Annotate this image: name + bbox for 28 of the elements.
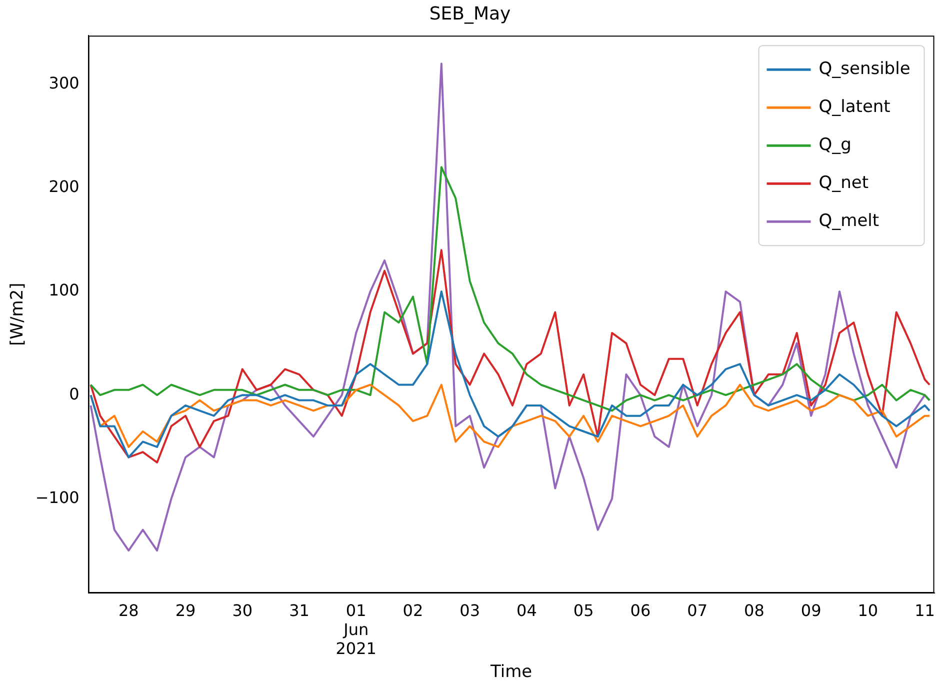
x-tick-label: 10 (858, 600, 878, 620)
x-tick-label: 02 (402, 600, 424, 620)
x-tick-label: 01 Jun 2021 (336, 600, 376, 658)
x-tick-label: 31 (289, 600, 310, 620)
x-tick-label: 28 (118, 600, 139, 620)
y-tick-label: 0 (69, 384, 80, 404)
x-tick-label: 29 (175, 600, 196, 620)
y-tick-label: 200 (48, 177, 80, 196)
chart-title: SEB_May (429, 3, 512, 24)
y-axis-title: [W/m2] (8, 282, 28, 346)
x-tick-label: 07 (687, 600, 708, 620)
y-tick-label: 100 (48, 280, 80, 300)
y-tick-label: 300 (48, 73, 80, 92)
legend-label: Q_g (818, 135, 852, 156)
x-axis-title: Time (490, 662, 532, 682)
legend-label: Q_sensible (818, 59, 910, 80)
x-tick-label: 30 (232, 600, 253, 620)
legend-label: Q_latent (818, 97, 891, 118)
x-tick-label: 11 (914, 600, 935, 620)
y-tick-label: −100 (35, 488, 80, 507)
x-tick-label: 08 (744, 600, 764, 620)
x-tick-label: 04 (516, 600, 537, 620)
x-tick-label: 06 (630, 600, 651, 620)
x-tick-label: 09 (800, 600, 822, 620)
x-tick-label: 05 (573, 600, 594, 620)
legend-label: Q_melt (818, 211, 880, 232)
x-tick-label: 03 (460, 600, 480, 620)
legend-label: Q_net (818, 173, 869, 194)
